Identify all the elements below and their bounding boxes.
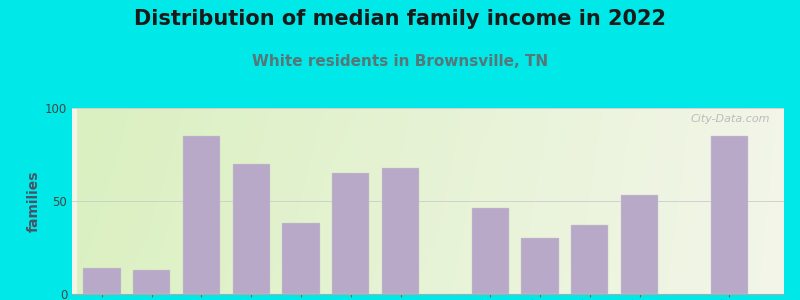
Bar: [83, 268, 121, 294]
Bar: [710, 136, 748, 294]
Bar: [522, 238, 558, 294]
Bar: [332, 173, 370, 294]
Text: City-Data.com: City-Data.com: [690, 114, 770, 124]
Y-axis label: families: families: [26, 170, 41, 232]
Bar: [233, 164, 270, 294]
Bar: [182, 136, 220, 294]
Bar: [471, 208, 509, 294]
Bar: [133, 270, 170, 294]
Text: Distribution of median family income in 2022: Distribution of median family income in …: [134, 9, 666, 29]
Text: White residents in Brownsville, TN: White residents in Brownsville, TN: [252, 54, 548, 69]
Bar: [282, 223, 320, 294]
Bar: [571, 225, 609, 294]
Bar: [621, 195, 658, 294]
Bar: [382, 167, 419, 294]
